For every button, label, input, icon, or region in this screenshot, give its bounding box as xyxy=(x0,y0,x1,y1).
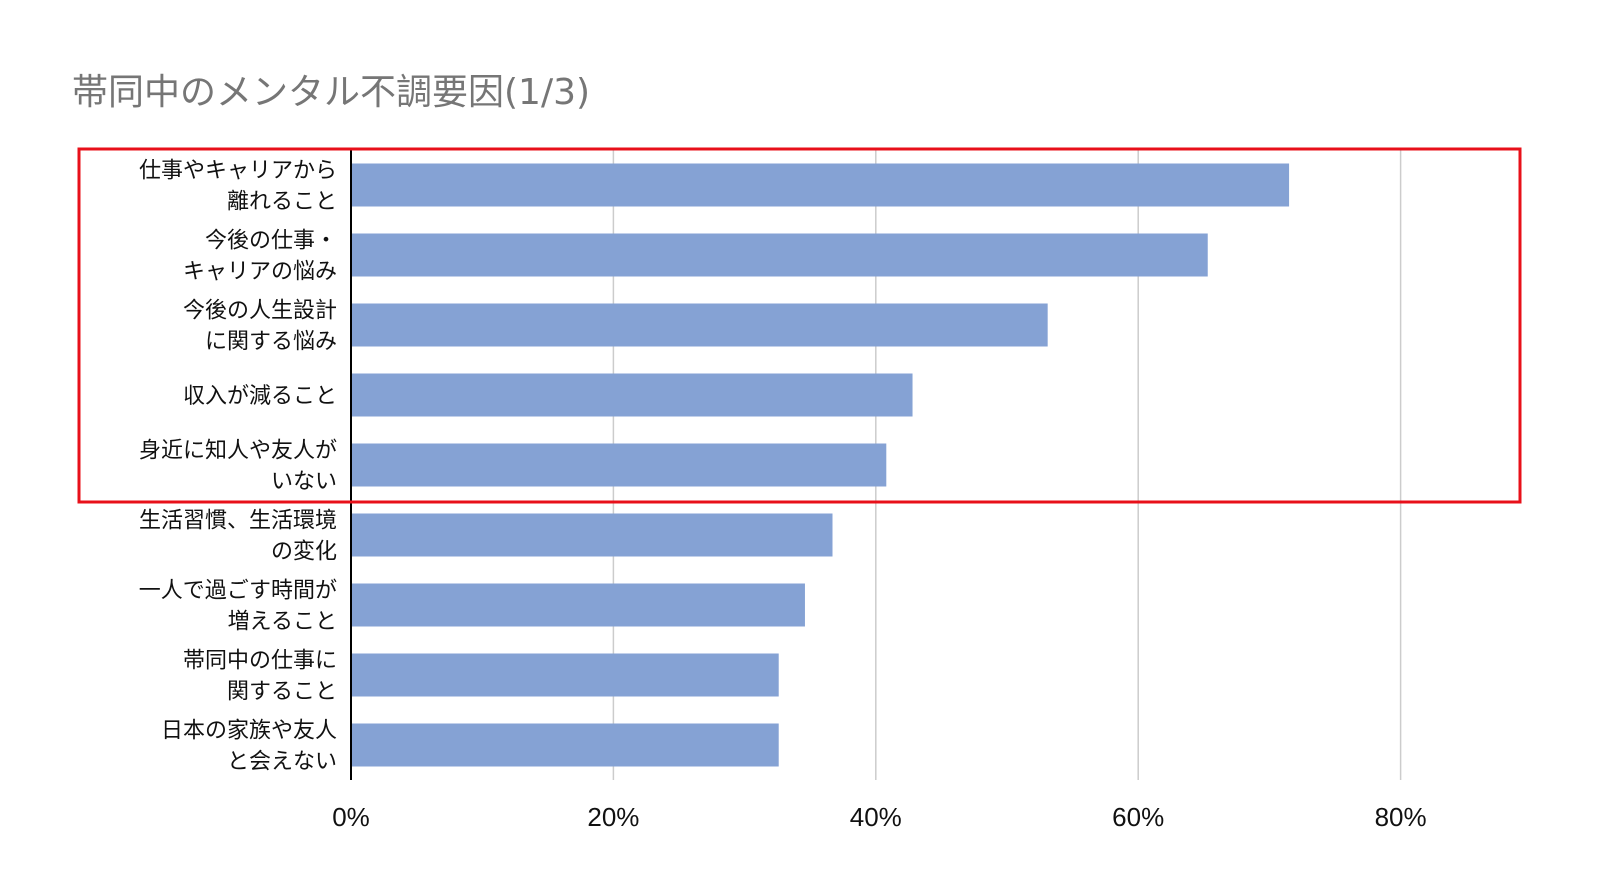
x-tick-label: 80% xyxy=(1375,802,1427,832)
x-tick-label: 20% xyxy=(587,802,639,832)
category-label: 今後の仕事・ xyxy=(205,229,337,254)
bar xyxy=(351,443,887,487)
category-label: 一人で過ごす時間が xyxy=(139,579,337,604)
category-label: いない xyxy=(271,470,337,495)
bar xyxy=(351,723,779,767)
category-labels: 仕事やキャリアから離れること今後の仕事・キャリアの悩み今後の人生設計に関する悩み… xyxy=(139,159,337,775)
category-label: 生活習慣、生活環境 xyxy=(139,509,337,534)
x-tick-label: 0% xyxy=(332,802,370,832)
category-label: 身近に知人や友人が xyxy=(139,439,337,464)
category-label: 関すること xyxy=(227,680,337,705)
bar xyxy=(351,163,1290,207)
category-label: 増えること xyxy=(228,610,337,635)
highlight-box xyxy=(77,147,1522,504)
category-label: 帯同中の仕事に xyxy=(183,649,337,674)
bar xyxy=(351,653,779,697)
category-label: に関する悩み xyxy=(205,330,337,355)
bar xyxy=(351,513,833,557)
bar xyxy=(351,303,1048,347)
category-label: キャリアの悩み xyxy=(183,260,337,285)
bar xyxy=(351,233,1208,277)
bars xyxy=(351,163,1290,767)
category-label: 今後の人生設計 xyxy=(183,299,337,324)
bar xyxy=(351,373,913,417)
category-label: 収入が減ること xyxy=(183,384,337,409)
category-label: と会えない xyxy=(227,750,337,775)
x-tick-labels: 0% 20% 40% 60% 80% xyxy=(332,802,1426,832)
x-tick-label: 60% xyxy=(1112,802,1164,832)
category-label: 離れること xyxy=(227,190,337,215)
x-tick-label: 40% xyxy=(850,802,902,832)
category-label: 日本の家族や友人 xyxy=(161,719,337,744)
category-label: の変化 xyxy=(271,540,337,565)
category-label: 仕事やキャリアから xyxy=(139,159,337,184)
chart-title: 帯同中のメンタル不調要因(1/3) xyxy=(72,72,590,113)
bar xyxy=(351,583,805,627)
highlight-rect xyxy=(77,147,1522,504)
